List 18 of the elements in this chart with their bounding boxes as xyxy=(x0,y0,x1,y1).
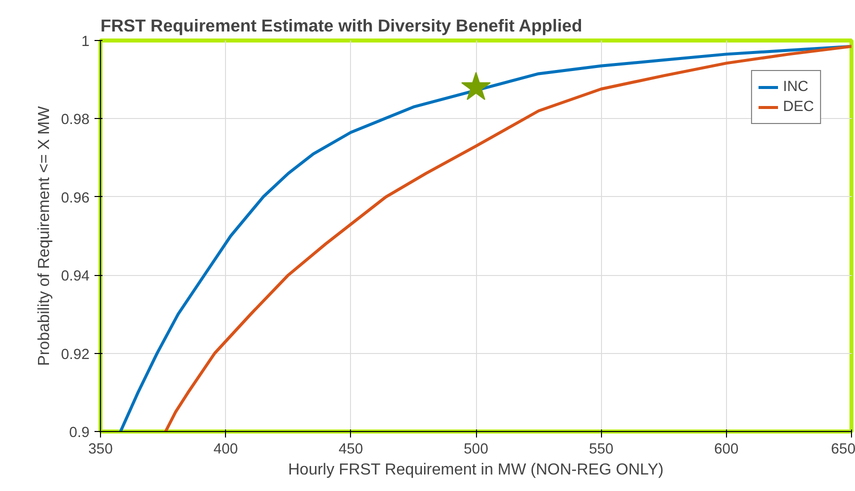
chart-title: FRST Requirement Estimate with Diversity Benefit Applied xyxy=(100,16,582,36)
y-axis-title: Probability of Requirement <= X MW xyxy=(36,105,53,366)
y-tick-label: 0.92 xyxy=(60,346,90,363)
legend-label: DEC xyxy=(783,99,814,115)
x-tick-label: 500 xyxy=(464,442,488,458)
y-tick-label: 0.98 xyxy=(60,112,90,128)
y-tick-label: 0.96 xyxy=(60,190,90,206)
x-tick-label: 450 xyxy=(338,442,364,458)
y-tick-label: 1 xyxy=(81,34,90,50)
legend-label: INC xyxy=(783,79,808,95)
x-tick-label: 550 xyxy=(588,442,614,458)
x-tick-label: 350 xyxy=(88,442,113,458)
x-tick-label: 400 xyxy=(213,442,238,458)
x-tick-label: 600 xyxy=(714,442,739,458)
x-axis-title: Hourly FRST Requirement in MW (NON-REG ONLY) xyxy=(288,462,664,478)
y-tick-label: 0.9 xyxy=(69,425,90,441)
y-tick-label: 0.94 xyxy=(60,268,90,285)
x-tick-label: 650 xyxy=(831,442,855,458)
